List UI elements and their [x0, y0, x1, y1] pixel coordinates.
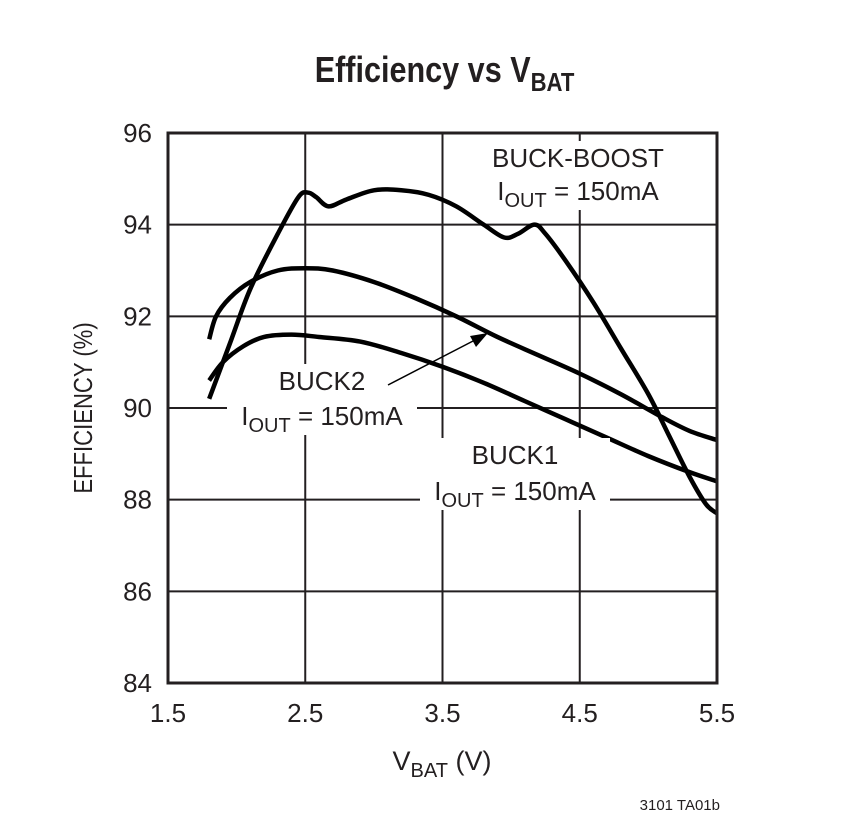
x-tick-label: 4.5: [562, 698, 598, 728]
buck2-arrowhead: [470, 333, 488, 347]
series-line-buck2: [207, 265, 718, 443]
tick-labels: 1.5 2.5 3.5 4.5 5.5 84 86 88 90 92 94 96: [123, 118, 735, 728]
x-tick-label: 5.5: [699, 698, 735, 728]
buck-boost-current-label: IOUT = 150mA: [497, 176, 659, 212]
chart-title: Efficiency vs VBAT: [315, 51, 575, 98]
x-tick-label: 2.5: [287, 698, 323, 728]
y-tick-label: 88: [123, 485, 152, 515]
y-tick-label: 94: [123, 210, 152, 240]
y-tick-label: 92: [123, 301, 152, 331]
buck1-name-label: BUCK1: [472, 440, 559, 470]
curves: [207, 187, 719, 516]
y-axis-label: EFFICIENCY (%): [69, 322, 98, 493]
buck-boost-label-bg: [483, 141, 673, 210]
buck2-label-bg: [227, 364, 417, 435]
y-tick-label: 90: [123, 393, 152, 423]
figure-id: 3101 TA01b: [640, 797, 720, 814]
buck1-current-label: IOUT = 150mA: [434, 476, 596, 512]
x-tick-label: 1.5: [150, 698, 186, 728]
series-line-buck-boost: [207, 187, 719, 516]
buck2-arrow: [387, 339, 476, 386]
y-tick-label: 96: [123, 118, 152, 148]
buck-boost-name-label: BUCK-BOOST: [492, 143, 664, 173]
x-axis-label: VBAT (V): [393, 746, 492, 782]
y-tick-label: 86: [123, 576, 152, 606]
x-tick-label: 3.5: [424, 698, 460, 728]
buck2-name-label: BUCK2: [279, 366, 366, 396]
plot-frame: [166, 131, 719, 685]
buck1-label-bg: [420, 438, 610, 510]
series-line-buck1: [207, 332, 718, 484]
y-tick-label: 84: [123, 668, 152, 698]
buck2-current-label: IOUT = 150mA: [241, 401, 403, 437]
